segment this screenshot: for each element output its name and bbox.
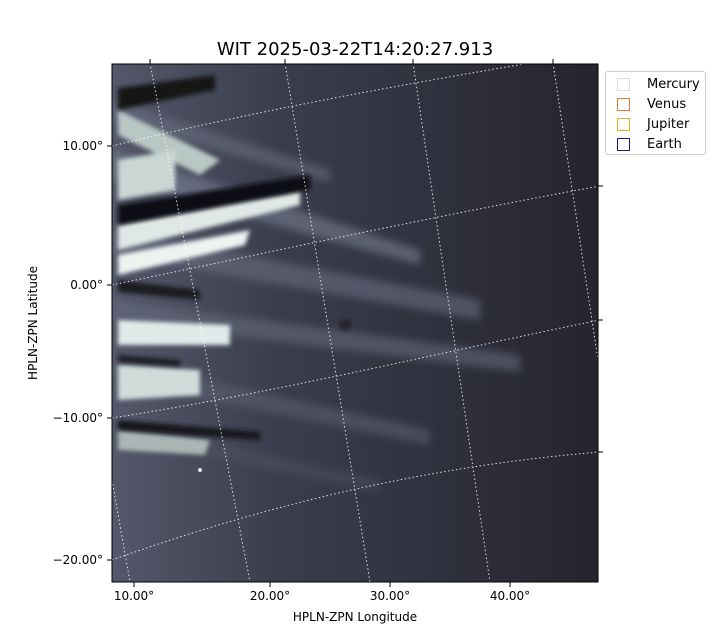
legend-label: Jupiter	[647, 116, 690, 132]
legend-label: Mercury	[647, 76, 700, 92]
axes-frame	[111, 63, 599, 583]
x-tick-label: 20.00°	[250, 589, 290, 603]
y-tick-label: −20.00°	[53, 553, 103, 567]
coordinate-grid	[112, 64, 598, 582]
legend-swatch	[617, 137, 630, 151]
x-axis-label: HPLN-ZPN Longitude	[293, 610, 417, 624]
legend-item-mercury: Mercury	[617, 74, 700, 94]
wit-image	[112, 64, 598, 582]
y-tick-label: 0.00°	[70, 278, 103, 292]
y-tick-marks	[107, 145, 603, 561]
y-tick-label: 10.00°	[63, 139, 103, 153]
x-tick-label: 10.00°	[114, 589, 154, 603]
legend: Mercury Venus Jupiter Earth	[605, 71, 706, 155]
legend-item-jupiter: Jupiter	[617, 114, 689, 134]
plot-title: WIT 2025-03-22T14:20:27.913	[216, 39, 494, 60]
legend-item-earth: Earth	[617, 134, 682, 154]
y-axis-label: HPLN-ZPN Latitude	[26, 266, 40, 380]
x-tick-marks	[133, 59, 554, 587]
y-tick-label: −10.00°	[53, 411, 103, 425]
legend-swatch	[617, 77, 630, 91]
legend-item-venus: Venus	[617, 94, 686, 114]
legend-label: Venus	[647, 96, 687, 112]
x-tick-label: 40.00°	[490, 589, 530, 603]
legend-swatch	[617, 117, 630, 131]
legend-swatch	[617, 97, 630, 111]
x-tick-label: 30.00°	[370, 589, 410, 603]
legend-label: Earth	[647, 136, 682, 152]
